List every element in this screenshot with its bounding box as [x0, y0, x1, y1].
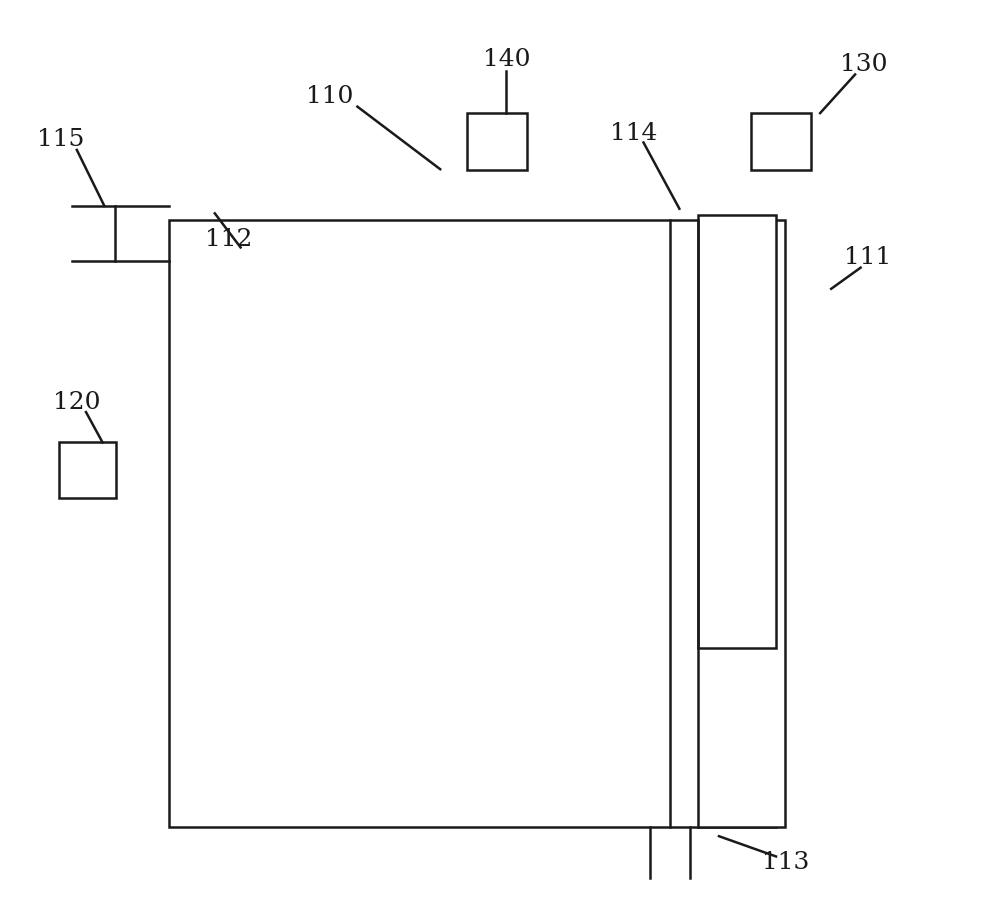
Text: 140: 140 [483, 48, 530, 71]
Bar [698, 216, 776, 648]
Text: 120: 120 [53, 390, 101, 414]
Text: 113: 113 [762, 851, 809, 873]
Text: 112: 112 [205, 227, 252, 250]
Text: 110: 110 [306, 85, 353, 108]
Text: 111: 111 [844, 245, 892, 268]
Bar [59, 443, 116, 498]
Bar [751, 114, 811, 171]
Text: 115: 115 [37, 128, 84, 151]
Text: 130: 130 [840, 52, 887, 75]
Text: 114: 114 [610, 121, 657, 144]
Bar [698, 221, 776, 827]
Bar [169, 221, 785, 827]
Bar [467, 114, 527, 171]
